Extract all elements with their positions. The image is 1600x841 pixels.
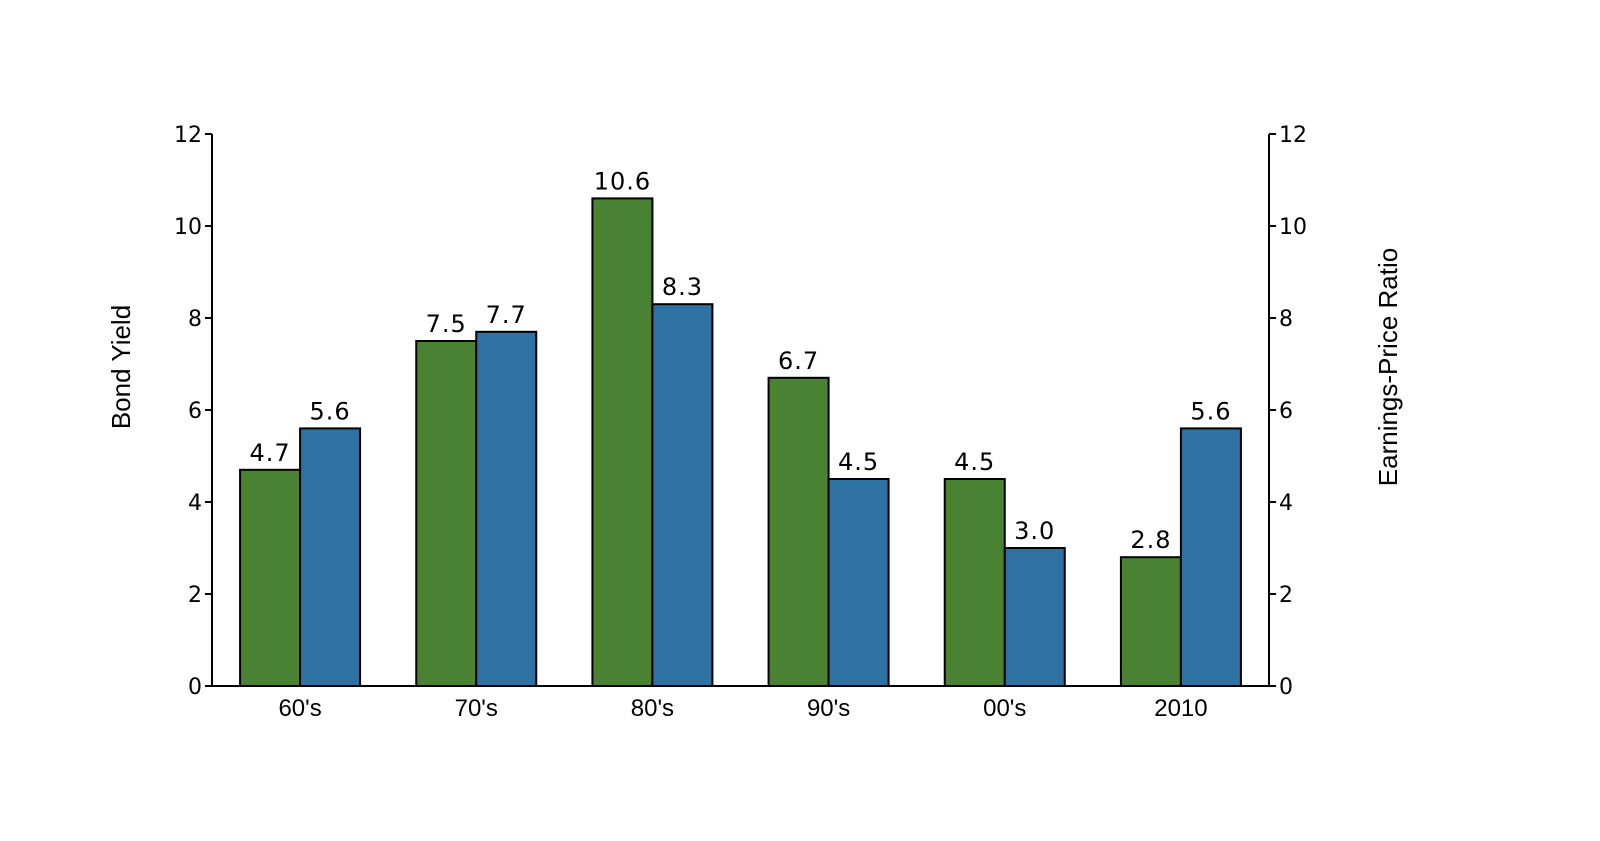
y-tick-label-right-3: 6 (1279, 399, 1293, 424)
y-axis-title-left: Bond Yield (106, 305, 136, 429)
bar-green-2 (591, 197, 654, 687)
bar-blue-0 (299, 427, 362, 687)
y-tick-label-right-1: 2 (1279, 583, 1293, 608)
x-tick-label-0: 60's (278, 695, 321, 722)
x-tick-label-5: 2010 (1154, 695, 1207, 722)
y-tick-label-right-0: 0 (1279, 675, 1293, 700)
bar-blue-4 (1003, 547, 1066, 687)
x-tick-label-1: 70's (455, 695, 498, 722)
value-label-green-3: 6.7 (778, 347, 819, 375)
value-label-blue-0: 5.6 (309, 397, 350, 425)
value-label-green-1: 7.5 (426, 310, 467, 338)
y-axis-title-right: Earnings-Price Ratio (1373, 248, 1403, 486)
bar-green-3 (767, 376, 830, 687)
value-label-blue-3: 4.5 (838, 448, 879, 476)
value-label-blue-2: 8.3 (662, 273, 703, 301)
value-label-green-0: 4.7 (249, 439, 290, 467)
axes-layer: 60's 70's 80's 90's 00's 2010 0 0 2 2 4 4 6 6 8 8 10 10 12… (174, 123, 1307, 722)
y-tick-label-right-2: 4 (1279, 491, 1293, 516)
bar-blue-1 (475, 330, 538, 687)
value-label-blue-5: 5.6 (1190, 397, 1231, 425)
bar-green-1 (415, 340, 478, 687)
bar-blue-5 (1179, 427, 1242, 687)
x-tick-label-2: 80's (631, 695, 674, 722)
bar-green-4 (943, 478, 1006, 687)
y-tick-label-left-2: 4 (188, 491, 202, 516)
y-tick-label-left-4: 8 (188, 307, 202, 332)
bar-green-5 (1119, 556, 1182, 688)
value-labels-layer: 4.7 5.6 7.5 7.7 10.6 8.3 6.7 4.5 4.5 3.0 2.8 5.6 (249, 167, 1231, 554)
bar-blue-3 (827, 478, 890, 687)
bars-layer (239, 197, 1242, 688)
x-tick-label-4: 00's (983, 695, 1026, 722)
x-tick-label-3: 90's (807, 695, 850, 722)
value-label-green-5: 2.8 (1130, 526, 1171, 554)
value-label-blue-1: 7.7 (486, 301, 527, 329)
y-tick-label-left-5: 10 (174, 215, 202, 240)
y-tick-label-left-0: 0 (188, 675, 202, 700)
y-tick-label-left-6: 12 (174, 123, 202, 148)
value-label-green-4: 4.5 (954, 448, 995, 476)
bar-green-0 (239, 468, 302, 687)
y-tick-label-right-6: 12 (1279, 123, 1307, 148)
y-tick-label-right-5: 10 (1279, 215, 1307, 240)
y-tick-label-left-1: 2 (188, 583, 202, 608)
value-label-green-2: 10.6 (594, 167, 651, 195)
y-tick-label-right-4: 8 (1279, 307, 1293, 332)
value-label-blue-4: 3.0 (1014, 517, 1055, 545)
y-tick-label-left-3: 6 (188, 399, 202, 424)
bar-blue-2 (651, 303, 714, 687)
